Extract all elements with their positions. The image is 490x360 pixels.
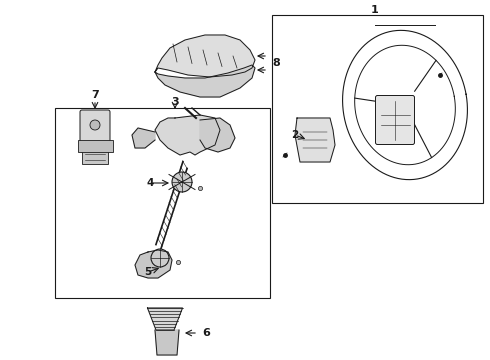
Polygon shape xyxy=(295,118,335,162)
Polygon shape xyxy=(155,115,220,155)
Circle shape xyxy=(151,249,169,267)
Bar xyxy=(55,108,270,298)
Polygon shape xyxy=(155,35,255,77)
Circle shape xyxy=(90,120,100,130)
Text: 5: 5 xyxy=(145,267,151,277)
Bar xyxy=(78,140,113,152)
Polygon shape xyxy=(200,118,235,152)
Text: 8: 8 xyxy=(272,58,280,68)
Bar xyxy=(272,15,483,203)
Polygon shape xyxy=(132,128,155,148)
Text: 4: 4 xyxy=(147,178,154,188)
Polygon shape xyxy=(155,65,255,97)
Text: 2: 2 xyxy=(292,130,298,140)
Bar xyxy=(82,150,108,164)
Text: 7: 7 xyxy=(91,90,99,100)
Text: 3: 3 xyxy=(171,97,179,107)
FancyBboxPatch shape xyxy=(375,95,415,144)
FancyBboxPatch shape xyxy=(80,110,110,152)
Circle shape xyxy=(172,172,192,192)
Text: 6: 6 xyxy=(202,328,210,338)
Text: 1: 1 xyxy=(371,5,379,15)
Polygon shape xyxy=(155,330,179,355)
Polygon shape xyxy=(147,308,182,330)
Polygon shape xyxy=(135,250,172,278)
